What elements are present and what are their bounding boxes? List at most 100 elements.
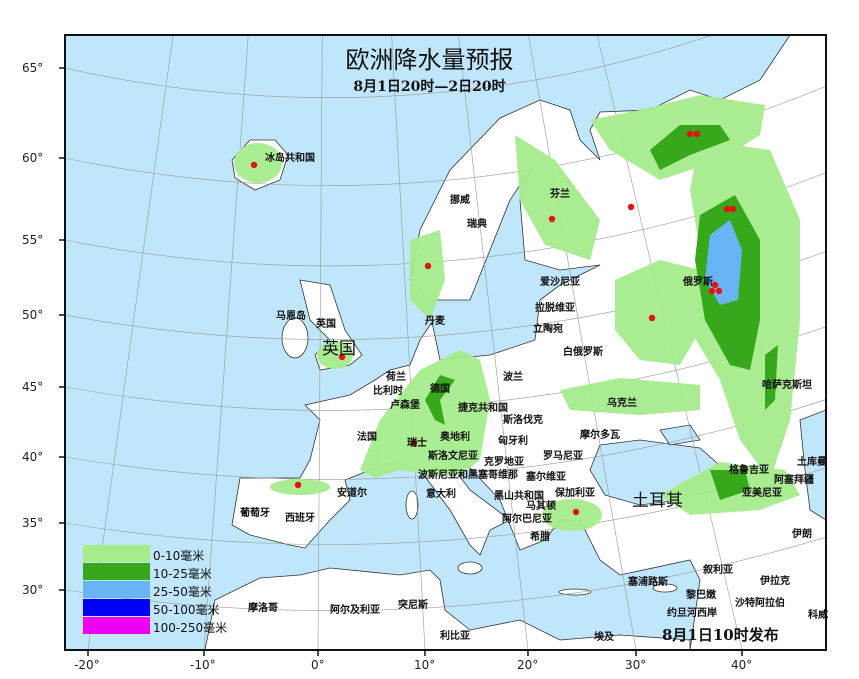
country-label: 乌克兰 bbox=[607, 398, 637, 409]
map-subtitle: 8月1日20时—2日20时 bbox=[353, 79, 506, 95]
longitude-line bbox=[528, 35, 637, 650]
legend-label: 50-100毫米 bbox=[153, 603, 220, 617]
country-label: 捷克共和国 bbox=[458, 403, 508, 414]
country-label: 德国 bbox=[430, 384, 450, 395]
station-marker bbox=[693, 130, 701, 138]
legend-swatch-50-100 bbox=[83, 599, 150, 616]
legend-swatch-100-250 bbox=[83, 617, 150, 634]
legend-label: 25-50毫米 bbox=[153, 585, 212, 599]
station-marker bbox=[708, 287, 716, 295]
country-label: 塞尔维亚 bbox=[526, 472, 566, 483]
country-label: 突尼斯 bbox=[398, 600, 428, 611]
country-label: 瑞士 bbox=[407, 438, 427, 449]
country-label: 摩洛哥 bbox=[248, 603, 278, 614]
country-label: 格鲁吉亚 bbox=[729, 465, 769, 476]
country-label: 埃及 bbox=[594, 632, 614, 643]
ireland-land bbox=[281, 317, 309, 359]
lat-tick-label: 30° bbox=[22, 583, 44, 597]
country-label: 俄罗斯 bbox=[683, 277, 713, 288]
lat-tick-label: 35° bbox=[22, 516, 44, 530]
legend-swatch-10-25 bbox=[83, 563, 150, 580]
country-label: 伊朗 bbox=[792, 529, 812, 540]
country-label: 亚美尼亚 bbox=[742, 488, 782, 499]
station-marker bbox=[723, 205, 731, 213]
country-label: 西班牙 bbox=[285, 513, 315, 524]
longitude-line bbox=[317, 35, 323, 650]
country-label: 奥地利 bbox=[440, 432, 470, 443]
country-label: 比利时 bbox=[373, 386, 403, 397]
country-label: 利比亚 bbox=[440, 631, 470, 642]
lon-tick-label: 40° bbox=[731, 658, 753, 672]
country-label: 斯洛伐克 bbox=[503, 415, 543, 426]
lon-tick-label: 10° bbox=[414, 658, 436, 672]
station-marker bbox=[410, 439, 418, 447]
lat-tick-label: 45° bbox=[22, 380, 44, 394]
station-markers bbox=[250, 130, 737, 516]
cyprus-land bbox=[652, 583, 678, 593]
station-marker bbox=[548, 215, 556, 223]
lat-tick-label: 65° bbox=[22, 61, 44, 75]
longitude-line bbox=[391, 35, 426, 650]
country-label: 保加利亚 bbox=[555, 488, 595, 499]
station-marker bbox=[686, 130, 694, 138]
country-label: 波斯尼亚和黑塞哥维那 bbox=[418, 470, 518, 481]
country-label: 立陶宛 bbox=[533, 324, 563, 335]
country-label: 荷兰 bbox=[386, 372, 406, 383]
lat-tick-label: 40° bbox=[22, 450, 44, 464]
country-label: 波兰 bbox=[503, 372, 523, 383]
lat-tick-label: 55° bbox=[22, 233, 44, 247]
longitude-line bbox=[203, 35, 249, 650]
lon-tick-label: 30° bbox=[625, 658, 647, 672]
caspian-sea bbox=[799, 409, 826, 521]
legend-label: 100-250毫米 bbox=[153, 621, 228, 635]
country-label: 阿尔巴尼亚 bbox=[502, 514, 552, 525]
country-label: 马恩岛 bbox=[276, 311, 306, 322]
longitude-line bbox=[458, 35, 529, 650]
country-label: 丹麦 bbox=[425, 316, 445, 327]
publish-time: 8月1日10时发布 bbox=[662, 626, 779, 644]
country-label: 爱沙尼亚 bbox=[540, 277, 580, 288]
station-marker bbox=[572, 508, 580, 516]
country-label: 沙特阿拉伯 bbox=[735, 598, 785, 609]
africa-land bbox=[204, 567, 691, 650]
country-label: 白俄罗斯 bbox=[563, 347, 603, 358]
country-label: 挪威 bbox=[450, 195, 470, 206]
country-label: 葡萄牙 bbox=[240, 508, 270, 519]
country-label: 克罗地亚 bbox=[484, 457, 524, 468]
country-label: 阿塞拜疆 bbox=[774, 475, 814, 486]
lon-tick-label: 20° bbox=[517, 658, 539, 672]
country-label: 叙利亚 bbox=[703, 565, 733, 576]
country-label-large: 土耳其 bbox=[632, 491, 683, 511]
country-label: 斯洛文尼亚 bbox=[428, 451, 478, 462]
graticule bbox=[65, 35, 826, 650]
station-marker bbox=[424, 262, 432, 270]
longitude-line bbox=[87, 35, 174, 650]
country-label: 约旦河西岸 bbox=[667, 608, 717, 619]
legend-label: 10-25毫米 bbox=[153, 567, 212, 581]
lat-tick-label: 50° bbox=[22, 308, 44, 322]
country-label: 马其顿 bbox=[526, 501, 556, 512]
sicily-land bbox=[457, 561, 483, 575]
lat-tick-label: 60° bbox=[22, 151, 44, 165]
lon-tick-label: 0° bbox=[311, 658, 325, 672]
station-marker bbox=[250, 161, 258, 169]
country-label: 卢森堡 bbox=[390, 400, 420, 411]
country-label: 意大利 bbox=[426, 489, 456, 500]
map-frame bbox=[64, 34, 827, 651]
station-marker bbox=[648, 314, 656, 322]
country-label: 科威 bbox=[808, 610, 828, 621]
country-label: 哈萨克斯坦 bbox=[762, 380, 812, 391]
country-label: 英国 bbox=[316, 319, 336, 330]
station-marker bbox=[294, 481, 302, 489]
crete-land bbox=[558, 588, 592, 596]
country-label: 黑山共和国 bbox=[494, 491, 544, 502]
country-label: 法国 bbox=[357, 432, 377, 443]
station-marker bbox=[711, 281, 719, 289]
country-label: 希腊 bbox=[530, 532, 550, 543]
station-marker bbox=[338, 353, 346, 361]
country-label: 阿尔及利亚 bbox=[330, 605, 380, 616]
country-label-large: 英国 bbox=[322, 339, 356, 359]
station-marker bbox=[627, 203, 635, 211]
